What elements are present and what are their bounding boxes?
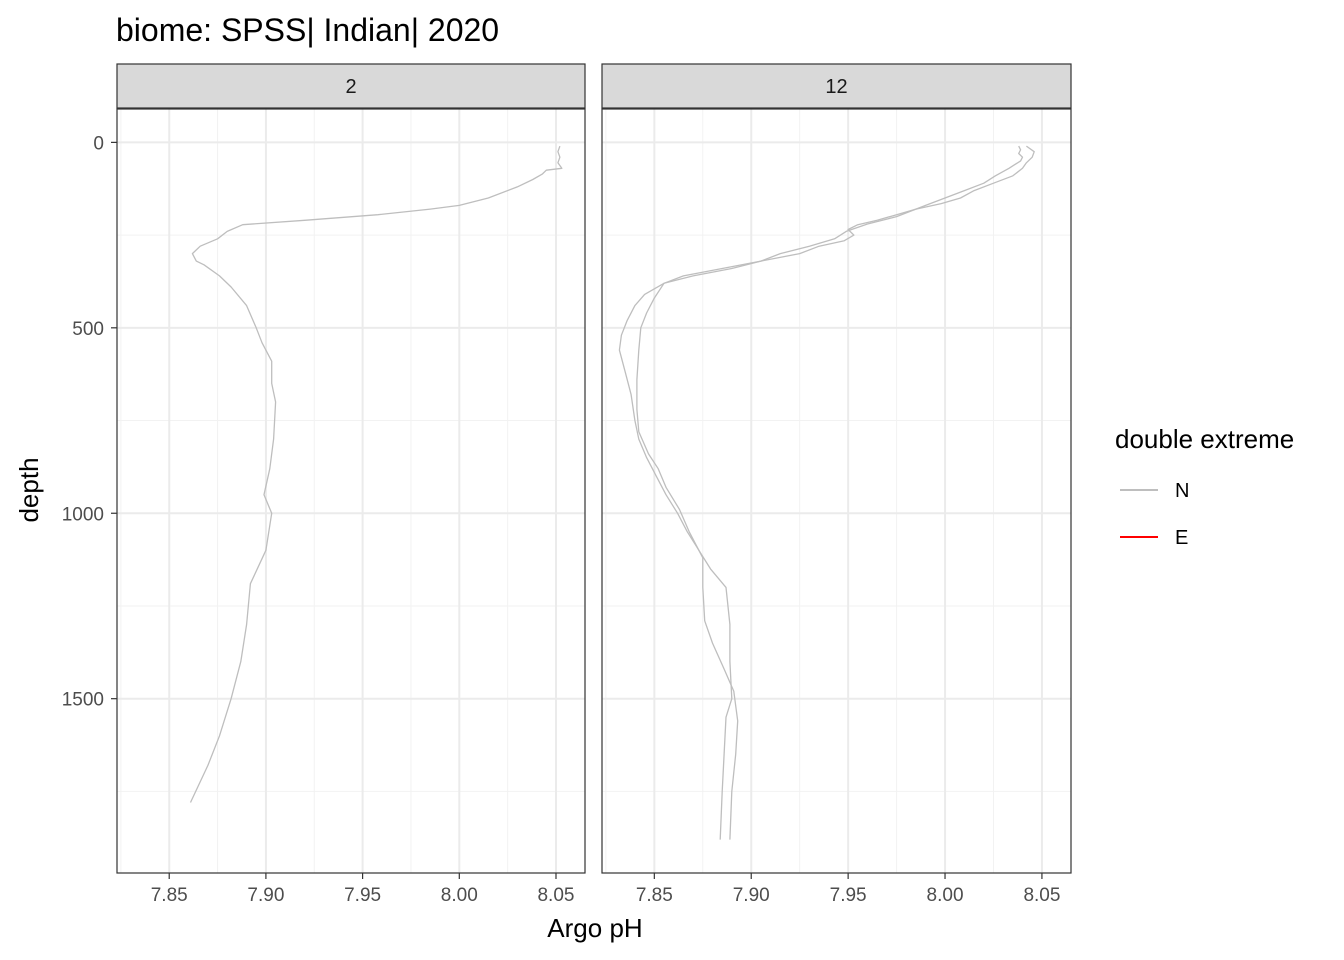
series-line-n-2: [636, 145, 1035, 840]
plot-background: [602, 109, 1071, 873]
series-line-n-1: [618, 145, 1024, 840]
panel-border: [116, 108, 586, 874]
facet-panel-12: 12: [601, 63, 1072, 874]
x-tick-label: 7.95: [344, 885, 381, 906]
legend-title: double extreme: [1115, 424, 1294, 454]
x-tick-label: 7.90: [247, 885, 284, 906]
x-axis: 7.85 7.90 7.95 8.00 8.05 7.85 7.90 7.95 8.00 8.05: [151, 873, 1060, 906]
facet-strip-label: 2: [345, 76, 356, 98]
legend-label-n: N: [1175, 480, 1189, 502]
x-tick-label: 8.00: [441, 885, 478, 906]
legend: double extreme N E: [1115, 424, 1294, 549]
legend-label-e: E: [1175, 527, 1188, 549]
x-tick-label: 8.05: [1023, 885, 1060, 906]
plot-background: [117, 109, 585, 873]
x-tick-label: 7.85: [636, 885, 673, 906]
panel-border: [601, 108, 1072, 874]
facet-strip: [116, 63, 586, 109]
x-tick-label: 7.90: [733, 885, 770, 906]
x-tick-label: 7.85: [151, 885, 188, 906]
facet-panel-2: 2: [116, 63, 586, 874]
series-line-n-1: [189, 145, 563, 803]
plot-panels: 2 12: [116, 63, 1072, 874]
facet-strip: [601, 63, 1072, 109]
y-axis-title: depth: [14, 457, 44, 522]
x-tick-label: 8.00: [927, 885, 964, 906]
y-tick-label: 500: [72, 319, 104, 340]
x-tick-label: 7.95: [830, 885, 867, 906]
x-axis-title: Argo pH: [547, 913, 642, 943]
x-tick-label: 8.05: [537, 885, 574, 906]
y-axis: 0 500 1000 1500: [62, 133, 117, 711]
facet-strip-label: 12: [825, 76, 847, 98]
y-tick-label: 0: [93, 133, 104, 154]
gridlines: [602, 109, 1071, 873]
chart-title: biome: SPSS| Indian| 2020: [116, 12, 499, 48]
y-tick-label: 1000: [62, 504, 104, 525]
y-tick-label: 1500: [62, 690, 104, 711]
